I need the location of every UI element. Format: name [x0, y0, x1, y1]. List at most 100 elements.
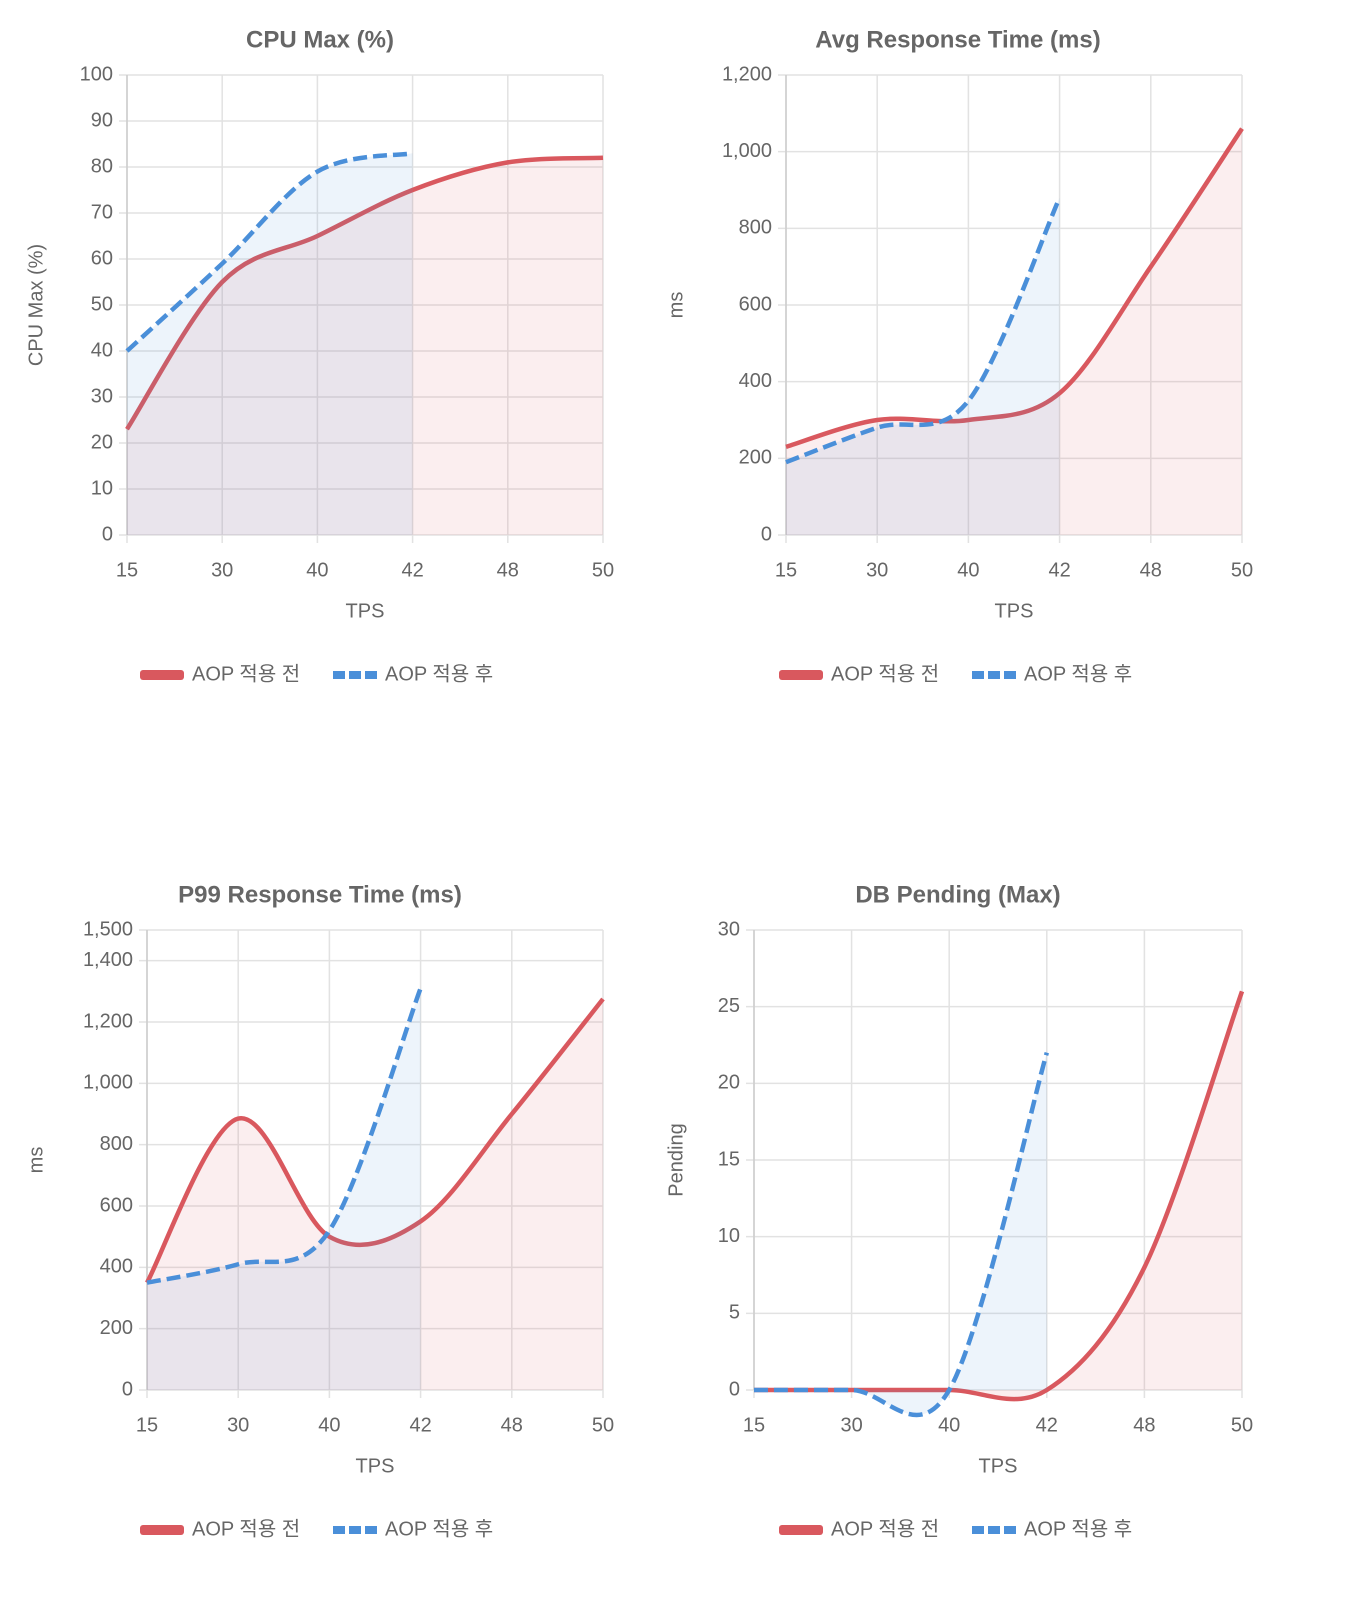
y-tick-label: 80 [91, 155, 113, 177]
legend-label: AOP 적용 후 [385, 662, 493, 685]
x-tick-label: 42 [1048, 559, 1070, 581]
y-tick-label: 10 [718, 1225, 740, 1247]
legend-label: AOP 적용 전 [831, 662, 939, 685]
series-line [145, 997, 605, 1284]
x-tick-label: 48 [501, 1414, 523, 1436]
x-axis-label: TPS [995, 600, 1034, 622]
y-tick-label: 1,400 [83, 949, 133, 971]
legend-swatch [779, 670, 823, 680]
series-line [125, 155, 604, 431]
series-area [147, 999, 603, 1390]
y-tick-label: 15 [718, 1148, 740, 1170]
y-tick-label: 50 [91, 293, 113, 315]
y-tick-label: 0 [122, 1378, 133, 1400]
series-area [786, 197, 1060, 535]
x-tick-label: 40 [957, 559, 979, 581]
x-tick-label: 50 [1231, 1414, 1253, 1436]
y-tick-label: 0 [761, 523, 772, 545]
y-tick-label: 0 [729, 1378, 740, 1400]
y-tick-label: 200 [100, 1317, 133, 1339]
y-tick-label: 60 [91, 247, 113, 269]
x-axis-label: TPS [346, 600, 385, 622]
legend-swatch [140, 1525, 184, 1535]
x-tick-label: 50 [592, 559, 614, 581]
legend-label: AOP 적용 전 [831, 1517, 939, 1540]
chart: CPU Max (%) 0 10 20 30 40 50 60 70 80 90 100 15 30 40 4… [25, 26, 614, 685]
series-line [754, 990, 1245, 1402]
y-tick-label: 400 [100, 1256, 133, 1278]
x-tick-label: 15 [775, 559, 797, 581]
chart: P99 Response Time (ms) 0 200 400 600 800 1,000… [25, 881, 614, 1540]
x-tick-label: 42 [401, 559, 423, 581]
legend-label: AOP 적용 후 [1024, 662, 1132, 685]
series-area [127, 157, 603, 536]
series-line [754, 1052, 1049, 1418]
y-tick-label: 1,200 [83, 1010, 133, 1032]
y-tick-label: 800 [100, 1133, 133, 1155]
x-tick-label: 42 [409, 1414, 431, 1436]
y-tick-label: 600 [100, 1194, 133, 1216]
series-area [754, 991, 1242, 1400]
series-line [125, 150, 414, 353]
y-tick-label: 20 [91, 431, 113, 453]
x-tick-label: 15 [116, 559, 138, 581]
x-tick-label: 42 [1036, 1414, 1058, 1436]
y-tick-label: 1,000 [83, 1072, 133, 1094]
x-tick-label: 30 [227, 1414, 249, 1436]
chart: DB Pending (Max) 0 5 10 15 20 25 30 15 30 40 42 48 50… [665, 881, 1253, 1540]
legend-label: AOP 적용 전 [192, 662, 300, 685]
chart-title: DB Pending (Max) [855, 881, 1060, 908]
y-tick-label: 10 [91, 477, 113, 499]
y-tick-label: 600 [739, 293, 772, 315]
series-area [147, 988, 421, 1390]
x-axis-label: TPS [979, 1455, 1018, 1477]
series-area [786, 128, 1242, 535]
y-tick-label: 70 [91, 201, 113, 223]
legend-label: AOP 적용 후 [1024, 1517, 1132, 1540]
x-tick-label: 15 [743, 1414, 765, 1436]
y-tick-label: 90 [91, 109, 113, 131]
chart-title: Avg Response Time (ms) [815, 26, 1100, 53]
y-tick-label: 1,500 [83, 918, 133, 940]
x-tick-label: 48 [1133, 1414, 1155, 1436]
x-tick-label: 40 [306, 559, 328, 581]
x-tick-label: 15 [136, 1414, 158, 1436]
x-tick-label: 30 [866, 559, 888, 581]
legend-swatch [779, 1525, 823, 1535]
y-tick-label: 40 [91, 339, 113, 361]
y-tick-label: 1,000 [722, 140, 772, 162]
chart: Avg Response Time (ms) 0 200 400 600 800 1,000… [665, 26, 1253, 685]
legend-label: AOP 적용 전 [192, 1517, 300, 1540]
series-area [754, 1052, 1047, 1415]
series-line [146, 987, 423, 1285]
y-tick-label: 0 [102, 523, 113, 545]
x-axis-label: TPS [356, 1455, 395, 1477]
series-line [785, 196, 1062, 465]
y-axis-label: ms [25, 1147, 47, 1174]
y-axis-label: ms [665, 292, 687, 319]
y-tick-label: 1,200 [722, 63, 772, 85]
y-tick-label: 30 [91, 385, 113, 407]
x-tick-label: 40 [938, 1414, 960, 1436]
y-tick-label: 800 [739, 217, 772, 239]
x-tick-label: 30 [840, 1414, 862, 1436]
legend-label: AOP 적용 후 [385, 1517, 493, 1540]
x-tick-label: 50 [1231, 559, 1253, 581]
x-tick-label: 48 [1140, 559, 1162, 581]
y-tick-label: 30 [718, 918, 740, 940]
x-tick-label: 30 [211, 559, 233, 581]
y-tick-label: 25 [718, 995, 740, 1017]
x-tick-label: 48 [497, 559, 519, 581]
x-tick-label: 40 [318, 1414, 340, 1436]
y-tick-label: 400 [739, 370, 772, 392]
x-tick-label: 50 [592, 1414, 614, 1436]
chart-title: P99 Response Time (ms) [178, 881, 462, 908]
y-tick-label: 200 [739, 447, 772, 469]
chart-title: CPU Max (%) [246, 26, 394, 53]
y-tick-label: 100 [80, 63, 113, 85]
y-tick-label: 5 [729, 1302, 740, 1324]
y-axis-label: Pending [665, 1123, 687, 1196]
legend-swatch [140, 670, 184, 680]
series-area [127, 153, 413, 535]
